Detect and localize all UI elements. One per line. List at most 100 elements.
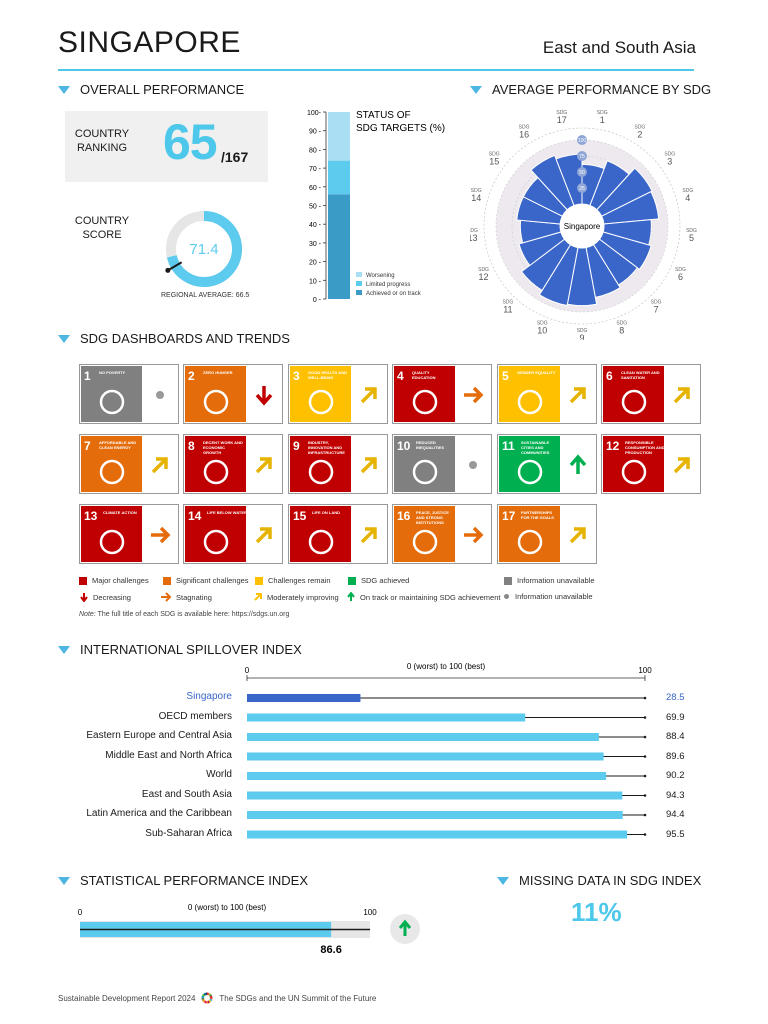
sdg-tile-16: 16 PEACE, JUSTICE AND STRONG INSTITUTIONS	[392, 504, 492, 564]
legend-stagnating-text: Stagnating	[176, 592, 212, 602]
sdg-name: CLIMATE ACTION	[103, 510, 137, 515]
sdg-status-block: 15 LIFE ON LAND	[290, 506, 351, 562]
sdg-number: 15	[293, 509, 307, 523]
targets-tick-label: 10 -	[309, 278, 322, 285]
radial-ring-badge	[577, 135, 587, 145]
spillover-value: 69.9	[666, 711, 685, 723]
diagonal-arrow-icon	[151, 457, 168, 474]
sdg-status-block: 12 RESPONSIBLE CONSUMPTION AND PRODUCTION	[603, 436, 665, 492]
section-marker-icon	[58, 334, 70, 343]
radial-sdg-prefix: SDG	[556, 110, 567, 116]
regional-average-marker	[167, 261, 183, 272]
right-arrow-icon	[464, 526, 484, 544]
radial-sdg-number: 7	[654, 304, 659, 314]
sdg-name: LIFE BELOW WATER	[207, 510, 247, 515]
spillover-axis-title: 0 (worst) to 100 (best)	[407, 662, 486, 671]
radial-sdg-prefix: SDG	[502, 299, 513, 305]
avg-performance-title: AVERAGE PERFORMANCE BY SDG	[492, 82, 712, 97]
spillover-bar	[247, 791, 623, 800]
spillover-value: 89.6	[666, 750, 685, 762]
radial-sdg-prefix: SDG	[664, 152, 675, 158]
sdg-tile-4: 4 QUALITY EDUCATION	[392, 364, 492, 424]
spillover-axis-min: 0	[245, 666, 250, 675]
sdg-tile-14: 14 LIFE BELOW WATER	[183, 504, 283, 564]
sdg-goal-icon	[203, 389, 229, 415]
radial-sdg-number: 1	[600, 115, 605, 125]
sdg-goal-icon	[412, 389, 438, 415]
dot-icon	[156, 391, 164, 399]
avg-performance-heading: AVERAGE PERFORMANCE BY SDG	[470, 82, 711, 97]
sdg-goal-icon	[99, 459, 125, 485]
regional-average-dot	[165, 267, 171, 273]
radial-ring-badge	[577, 151, 587, 161]
legend-ontrack: On track or maintaining SDG achievement	[346, 592, 500, 602]
sdg-tile-2: 2 ZERO HUNGER	[183, 364, 283, 424]
sdg-number: 1	[84, 369, 91, 383]
spillover-bar	[247, 811, 623, 819]
spillover-label: Singapore	[186, 691, 232, 702]
sdg-number: 12	[606, 439, 620, 453]
sdg-status-block: 13 CLIMATE ACTION	[81, 506, 142, 562]
sdg-tile-12: 12 RESPONSIBLE CONSUMPTION AND PRODUCTION	[601, 434, 701, 494]
sdg-name: PEACE, JUSTICE AND STRONG INSTITUTIONS	[416, 510, 449, 525]
sdg-status-block: 16 PEACE, JUSTICE AND STRONG INSTITUTIONS	[394, 506, 455, 562]
targets-tick-label: 50 -	[309, 204, 322, 211]
sdg-name: PARTNERSHIPS FOR THE GOALS	[521, 510, 554, 520]
targets-bar-segment	[328, 112, 350, 161]
legend-significant: Significant challenges	[163, 576, 249, 585]
sdg-goal-icon	[308, 459, 334, 485]
sdg-name: LIFE ON LAND	[312, 510, 340, 515]
right-arrow-icon	[464, 386, 484, 404]
radial-sdg-number: 10	[537, 326, 547, 336]
sdg-status-block: 9 INDUSTRY, INNOVATION AND INFRASTRUCTURE	[290, 436, 351, 492]
sdg-status-block: 3 GOOD HEALTH AND WELL-BEING	[290, 366, 351, 422]
targets-tick-label: 80 -	[309, 147, 322, 154]
legend-achieved: Achieved or on track	[366, 291, 422, 297]
footer-left: Sustainable Development Report 2024	[58, 993, 196, 1003]
radial-sdg-prefix: SDG	[616, 321, 627, 327]
radial-sdg-prefix: SDG	[470, 228, 478, 234]
sdg-name: DECENT WORK AND ECONOMIC GROWTH	[203, 440, 243, 455]
footer-right: The SDGs and the UN Summit of the Future	[219, 993, 377, 1003]
note-text: The full title of each SDG is available …	[97, 611, 290, 618]
legend-achieved-swatch	[356, 290, 362, 295]
ranking-box	[65, 111, 268, 182]
spillover-bars	[247, 694, 647, 839]
spi-value: 86.6	[320, 944, 341, 956]
spillover-end-dot	[643, 813, 647, 817]
regional-average-label: REGIONAL AVERAGE: 66.5	[161, 292, 250, 299]
sdg-tile-11: 11 SUSTAINABLE CITIES AND COMMUNITIES	[497, 434, 597, 494]
radial-sdg-number: 6	[678, 272, 683, 282]
down-arrow-icon	[80, 593, 88, 602]
radial-group: SDG1SDG2SDG3SDG4SDG5SDG6SDG7SDG8SDG9SDG1…	[470, 110, 697, 340]
diagonal-arrow-icon	[255, 457, 272, 474]
dot-icon	[504, 594, 509, 599]
dashboards-title: SDG DASHBOARDS AND TRENDS	[80, 331, 290, 346]
sdg-tile-15: 15 LIFE ON LAND	[288, 504, 388, 564]
sdg-number: 11	[502, 439, 515, 453]
targets-tick-label: 70 -	[309, 166, 322, 173]
legend-limited: Limited progress	[366, 282, 410, 288]
radial-sdg-number: 13	[470, 233, 477, 243]
sdg-goal-icon	[308, 529, 334, 555]
sdg-goal-icon	[203, 529, 229, 555]
sdg-number: 4	[397, 369, 404, 383]
sdg-number: 7	[84, 439, 91, 453]
targets-tick-label: 60 -	[309, 185, 322, 192]
sdg-goal-icon	[203, 459, 229, 485]
radial-sdg-number: 8	[619, 326, 624, 336]
spillover-label: Sub-Saharan Africa	[145, 827, 232, 839]
sdg-status-block: 17 PARTNERSHIPS FOR THE GOALS	[499, 506, 560, 562]
targets-tick-label: 40 -	[309, 222, 322, 229]
legend-worsening-swatch	[356, 272, 362, 277]
sdg-name: REDUCED INEQUALITIES	[416, 440, 445, 450]
dashboard-note: Note: The full title of each SDG is avai…	[79, 611, 289, 618]
radial-ring-badge	[577, 167, 587, 177]
sdg-goal-icon	[517, 529, 543, 555]
sdg-name: GOOD HEALTH AND WELL-BEING	[308, 370, 347, 380]
missing-data-value: 11%	[571, 897, 622, 927]
diagonal-arrow-icon	[569, 527, 586, 544]
spi-trend-icon	[390, 914, 420, 944]
legend-unavailable: Information unavailable	[504, 576, 595, 585]
spillover-value: 28.5	[666, 692, 685, 703]
